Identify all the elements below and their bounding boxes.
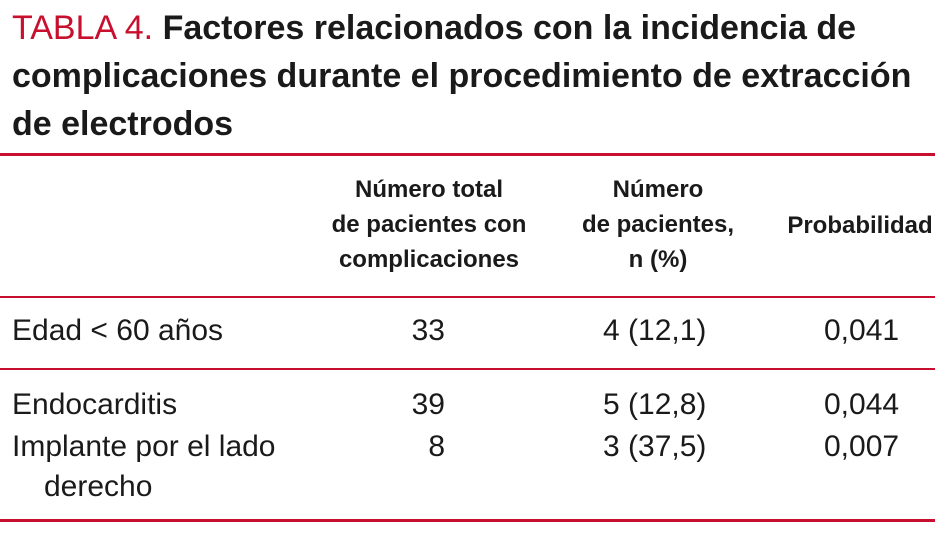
row-3-factor-line-1: Implante por el lado — [12, 430, 276, 463]
row-1-total: 33 — [411, 314, 445, 347]
row-3-factor-line-2: derecho — [44, 470, 153, 503]
header-patients-line-1: Número — [612, 176, 704, 203]
row-3-total: 8 — [428, 430, 445, 463]
header-patients-line-3: n (%) — [628, 246, 688, 273]
table-title: TABLA 4. Factores relacionados con la in… — [12, 4, 942, 148]
row-1-patients: 4 (12,1) — [603, 314, 707, 347]
header-probability: Probabilidad — [776, 208, 944, 243]
row-2-patients: 5 (12,8) — [603, 388, 707, 421]
row-1-probability: 0,041 — [824, 314, 900, 347]
header-probability-line: Probabilidad — [787, 212, 933, 239]
bottom-rule — [0, 519, 935, 522]
header-total-line-3: complicaciones — [338, 246, 520, 273]
table-title-text: Factores relacionados con la incidencia … — [12, 9, 912, 143]
row-3-probability: 0,007 — [824, 430, 900, 463]
top-rule — [0, 153, 935, 156]
row-3-factor: Implante por el lado derecho — [12, 427, 276, 507]
row-2-total: 39 — [411, 388, 445, 421]
row-3-patients: 3 (37,5) — [603, 430, 707, 463]
row-2-factor: Endocarditis — [12, 388, 178, 421]
header-total-line-2: de pacientes con — [331, 211, 527, 238]
table-label: TABLA 4. — [12, 9, 154, 47]
header-patients-line-2: de pacientes, — [581, 211, 735, 238]
row-2-probability: 0,044 — [824, 388, 900, 421]
header-total: Número total de pacientes con complicaci… — [318, 172, 540, 277]
header-rule — [0, 296, 935, 298]
header-total-line-1: Número total — [354, 176, 503, 203]
group-rule — [0, 368, 935, 370]
row-1-factor: Edad < 60 años — [12, 314, 224, 347]
header-patients: Número de pacientes, n (%) — [565, 172, 751, 277]
